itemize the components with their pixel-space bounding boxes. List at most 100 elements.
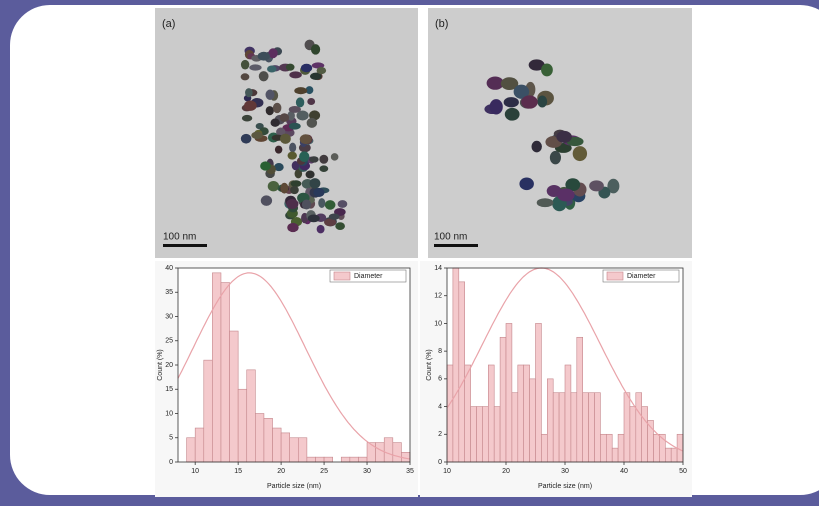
- bar: [263, 418, 273, 463]
- particle: [291, 160, 300, 171]
- particle: [324, 200, 336, 210]
- bar: [487, 364, 495, 463]
- scale-bar: [163, 244, 207, 247]
- particle: [287, 222, 299, 233]
- y-tick-label: 15: [165, 386, 173, 393]
- particle: [289, 71, 302, 79]
- particle: [316, 66, 327, 75]
- legend-label: Diameter: [627, 273, 656, 280]
- y-tick-label: 8: [438, 348, 442, 355]
- particle: [268, 48, 278, 59]
- panel-label: (b): [435, 18, 448, 30]
- bar: [582, 392, 589, 463]
- bar: [564, 364, 572, 463]
- bar: [358, 456, 368, 463]
- bar: [588, 392, 595, 463]
- particle: [241, 114, 253, 122]
- bar: [541, 433, 548, 463]
- bar: [289, 437, 299, 463]
- particle: [267, 65, 277, 73]
- bar: [641, 406, 648, 463]
- particle: [272, 102, 282, 114]
- scale-bar-label: 100 nm: [163, 232, 196, 243]
- bar: [446, 364, 454, 463]
- bar: [220, 282, 230, 463]
- bar: [255, 413, 265, 463]
- particle: [260, 161, 271, 171]
- bar: [280, 432, 291, 463]
- particle: [324, 218, 337, 227]
- bar: [297, 437, 308, 463]
- particle: [500, 77, 519, 91]
- particle: [257, 51, 270, 61]
- x-tick-label: 35: [406, 468, 414, 475]
- y-tick-label: 10: [434, 320, 442, 327]
- legend-label: Diameter: [354, 273, 383, 280]
- bar: [611, 447, 619, 463]
- particle: [290, 185, 299, 195]
- particle: [513, 84, 530, 99]
- particle: [537, 95, 548, 108]
- particle: [274, 145, 283, 154]
- particle: [265, 106, 274, 116]
- particle: [299, 134, 312, 145]
- particle: [316, 224, 325, 234]
- y-tick-label: 2: [438, 431, 442, 438]
- particle: [309, 156, 319, 163]
- particle: [288, 106, 301, 113]
- particle: [486, 76, 504, 90]
- particle: [288, 122, 301, 130]
- particle: [318, 198, 326, 208]
- particle: [541, 63, 553, 77]
- fit-curve: [177, 272, 411, 460]
- particle: [313, 187, 325, 197]
- y-tick-label: 0: [438, 459, 442, 466]
- bar: [493, 406, 501, 463]
- y-tick-label: 20: [165, 362, 173, 369]
- y-tick-label: 12: [434, 293, 442, 300]
- x-tick-label: 15: [234, 468, 242, 475]
- particle: [528, 59, 545, 71]
- bar: [653, 433, 660, 463]
- particle: [521, 95, 538, 109]
- particle: [280, 182, 289, 194]
- particle: [489, 99, 503, 115]
- x-tick-label: 10: [191, 468, 199, 475]
- x-tick-label: 20: [277, 468, 285, 475]
- particle: [556, 130, 572, 143]
- y-tick-label: 0: [169, 459, 173, 466]
- bar: [229, 330, 239, 463]
- legend-swatch: [333, 271, 351, 281]
- y-tick-label: 30: [165, 313, 173, 320]
- particles: [240, 39, 620, 234]
- x-tick-label: 30: [561, 468, 569, 475]
- y-tick-label: 10: [165, 410, 173, 417]
- particle: [589, 180, 604, 192]
- particle: [287, 110, 295, 121]
- y-tick-label: 25: [165, 338, 173, 345]
- particle: [295, 97, 305, 108]
- bar: [605, 433, 613, 463]
- bar: [383, 437, 394, 463]
- y-tick-label: 35: [165, 289, 173, 296]
- particle: [565, 178, 581, 192]
- bar: [670, 447, 678, 463]
- y-tick-label: 4: [438, 403, 442, 410]
- bar: [452, 267, 460, 463]
- particle: [306, 117, 318, 128]
- bar: [535, 323, 542, 463]
- bar: [558, 392, 566, 463]
- panel-label: (a): [162, 18, 175, 30]
- x-tick-label: 30: [363, 468, 371, 475]
- bar: [392, 442, 402, 463]
- y-tick-label: 14: [434, 265, 442, 272]
- bar: [315, 456, 325, 463]
- bar: [340, 456, 351, 463]
- y-tick-label: 40: [165, 265, 173, 272]
- particle: [310, 44, 321, 55]
- particle: [285, 63, 295, 71]
- particle: [330, 153, 339, 161]
- bar: [246, 369, 256, 463]
- bar: [186, 437, 196, 463]
- bar: [623, 392, 631, 463]
